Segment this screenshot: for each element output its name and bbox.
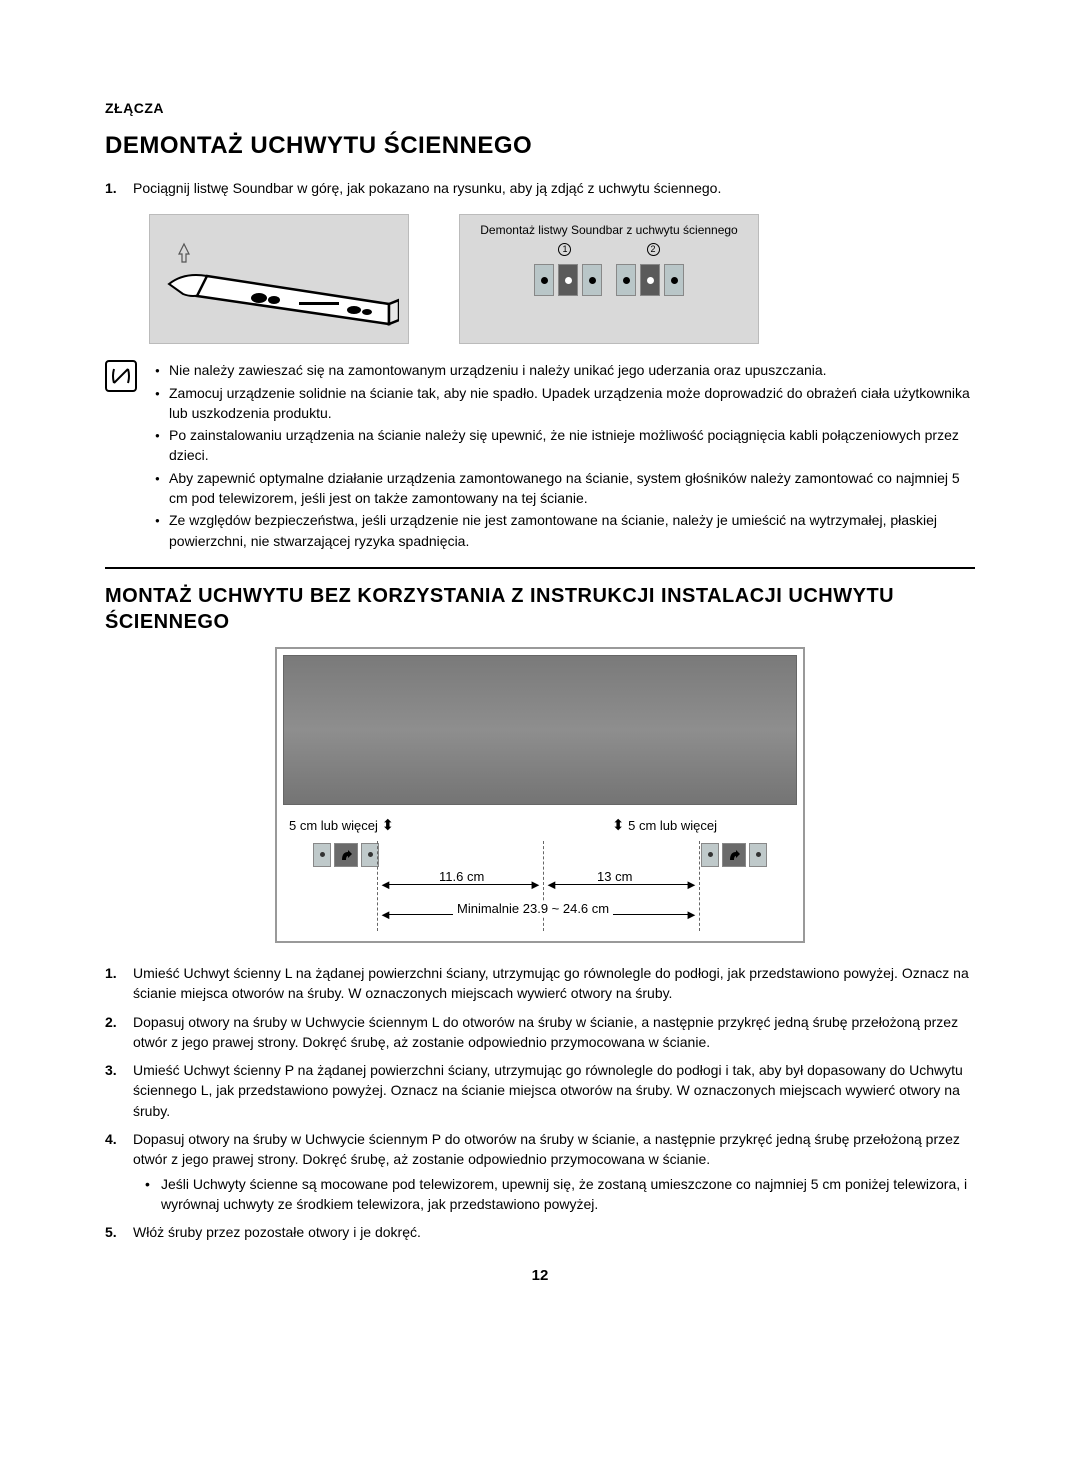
heading-montaz: MONTAŻ UCHWYTU BEZ KORZYSTANIA Z INSTRUK… [105, 583, 975, 635]
fig-num-1: 1 [558, 243, 571, 256]
step-list-1: Pociągnij listwę Soundbar w górę, jak po… [105, 178, 975, 198]
brackets-row [470, 264, 748, 296]
figure-numbers: 1 2 [470, 243, 748, 256]
note-item: Nie należy zawieszać się na zamontowanym… [169, 360, 975, 380]
gap-labels: 5 cm lub więcej ⬍ ⬍ 5 cm lub więcej [283, 815, 797, 835]
mounting-diagram: 5 cm lub więcej ⬍ ⬍ 5 cm lub więcej ◄ ► … [275, 647, 805, 943]
figure-caption: Demontaż listwy Soundbar z uchwytu ścien… [470, 223, 748, 237]
step2-4-sub: Jeśli Uchwyty ścienne są mocowane pod te… [161, 1174, 975, 1215]
dim-right: 13 cm [593, 869, 636, 884]
note-icon [105, 360, 137, 392]
brackets-diagram [283, 839, 797, 867]
step-list-2: Umieść Uchwyt ścienny L na żądanej powie… [105, 963, 975, 1243]
note-item: Zamocuj urządzenie solidnie na ścianie t… [169, 383, 975, 424]
bracket-slot [664, 264, 684, 296]
step-1: Pociągnij listwę Soundbar w górę, jak po… [133, 178, 975, 198]
bracket-left [313, 843, 379, 867]
figure-brackets: Demontaż listwy Soundbar z uchwytu ścien… [459, 214, 759, 344]
tv-screen-graphic [283, 655, 797, 805]
dimensions: ◄ ► 11.6 cm ◄ ► 13 cm ◄ ► Minimalnie 23.… [283, 875, 797, 935]
dim-total: Minimalnie 23.9 ~ 24.6 cm [453, 901, 613, 916]
step2-3: Umieść Uchwyt ścienny P na żądanej powie… [133, 1060, 975, 1121]
bracket-hook [640, 264, 660, 296]
note-block: Nie należy zawieszać się na zamontowanym… [105, 360, 975, 569]
note-item: Ze względów bezpieczeństwa, jeśli urządz… [169, 510, 975, 551]
section-label: ZŁĄCZA [105, 100, 975, 116]
step2-5: Włóż śruby przez pozostałe otwory i je d… [133, 1222, 975, 1242]
bracket-hook [558, 264, 578, 296]
figure-soundbar-lift [149, 214, 409, 344]
hook-icon [722, 843, 746, 867]
hook-icon [334, 843, 358, 867]
step2-4: Dopasuj otwory na śruby w Uchwycie ścien… [133, 1129, 975, 1214]
bracket-slot [534, 264, 554, 296]
page-number: 12 [105, 1267, 975, 1284]
step2-1: Umieść Uchwyt ścienny L na żądanej powie… [133, 963, 975, 1004]
gap-left-label: 5 cm lub więcej ⬍ [289, 816, 394, 834]
note-item: Aby zapewnić optymalne działanie urządze… [169, 468, 975, 509]
gap-right-label: ⬍ 5 cm lub więcej [612, 816, 717, 834]
fig-num-2: 2 [647, 243, 660, 256]
soundbar-lift-icon [159, 224, 399, 334]
heading-demontaz: DEMONTAŻ UCHWYTU ŚCIENNEGO [105, 132, 975, 160]
bracket-slot [582, 264, 602, 296]
figures-row: Demontaż listwy Soundbar z uchwytu ścien… [149, 214, 975, 344]
note-list: Nie należy zawieszać się na zamontowanym… [155, 360, 975, 553]
dim-left: 11.6 cm [435, 869, 488, 884]
note-item: Po zainstalowaniu urządzenia na ścianie … [169, 425, 975, 466]
bracket-slot [616, 264, 636, 296]
step2-2: Dopasuj otwory na śruby w Uchwycie ścien… [133, 1012, 975, 1053]
bracket-right [701, 843, 767, 867]
